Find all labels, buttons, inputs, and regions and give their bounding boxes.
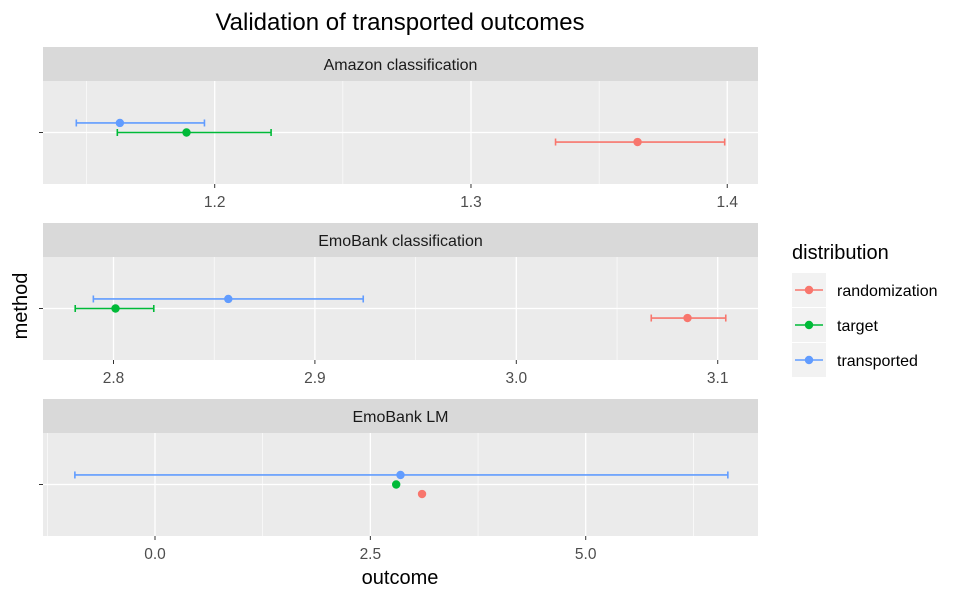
data-point-randomization	[417, 489, 427, 499]
x-tick-label: 2.9	[304, 370, 326, 387]
data-point-target	[391, 480, 401, 489]
legend-label: randomization	[837, 283, 938, 300]
chart-title: Validation of transported outcomes	[215, 9, 584, 36]
facet-strip-label: EmoBank LM	[352, 409, 448, 426]
x-tick-label: 5.0	[575, 546, 597, 563]
error-bar-transported	[75, 119, 206, 127]
x-tick-label: 1.2	[204, 194, 226, 211]
data-point-transported	[224, 294, 233, 304]
facet-strip	[43, 399, 758, 433]
facet-strip	[43, 223, 758, 257]
x-tick-label: 2.5	[360, 546, 382, 563]
legend-label: transported	[837, 353, 918, 370]
data-point-transported	[396, 470, 405, 480]
x-tick-label: 3.1	[707, 370, 729, 387]
error-bar-target	[116, 129, 272, 136]
legend-item-transported: transported	[792, 343, 918, 377]
facet-panel-3: EmoBank LM 0.0 2.5 5.0	[39, 399, 758, 563]
x-tick-label: 2.8	[103, 370, 125, 387]
x-tick-label: 3.0	[506, 370, 528, 387]
legend-key-point	[804, 355, 814, 365]
x-axis-title: outcome	[362, 567, 439, 589]
legend-item-target: target	[792, 308, 878, 342]
data-point-target	[182, 128, 191, 137]
x-tick-label: 1.3	[460, 194, 482, 211]
legend-title: distribution	[792, 242, 889, 264]
facet-strip-label: EmoBank classification	[318, 233, 483, 250]
data-point-randomization	[683, 313, 692, 323]
data-point-randomization	[633, 137, 642, 147]
x-tick-label: 0.0	[144, 546, 166, 563]
legend: distribution randomization target transpor…	[792, 242, 938, 377]
y-axis-title: method	[10, 273, 32, 340]
facet-strip-label: Amazon classification	[324, 57, 478, 74]
facet-panel-1: Amazon classification 1.2 1.3 1.4	[39, 47, 758, 211]
facet-panel-2: EmoBank classification 2.8 2.9 3.0 3.1	[39, 223, 758, 387]
x-tick-label: 1.4	[716, 194, 738, 211]
legend-key-point	[804, 320, 814, 330]
legend-item-randomization: randomization	[792, 273, 938, 307]
legend-items: randomization target transported	[792, 273, 938, 377]
legend-key-point	[804, 285, 814, 295]
legend-label: target	[837, 318, 878, 335]
data-point-target	[111, 304, 120, 313]
data-point-transported	[115, 118, 125, 128]
facet-strip	[43, 47, 758, 81]
facet-panels: Amazon classification 1.2 1.3 1.4 EmoBank cl…	[39, 47, 758, 563]
